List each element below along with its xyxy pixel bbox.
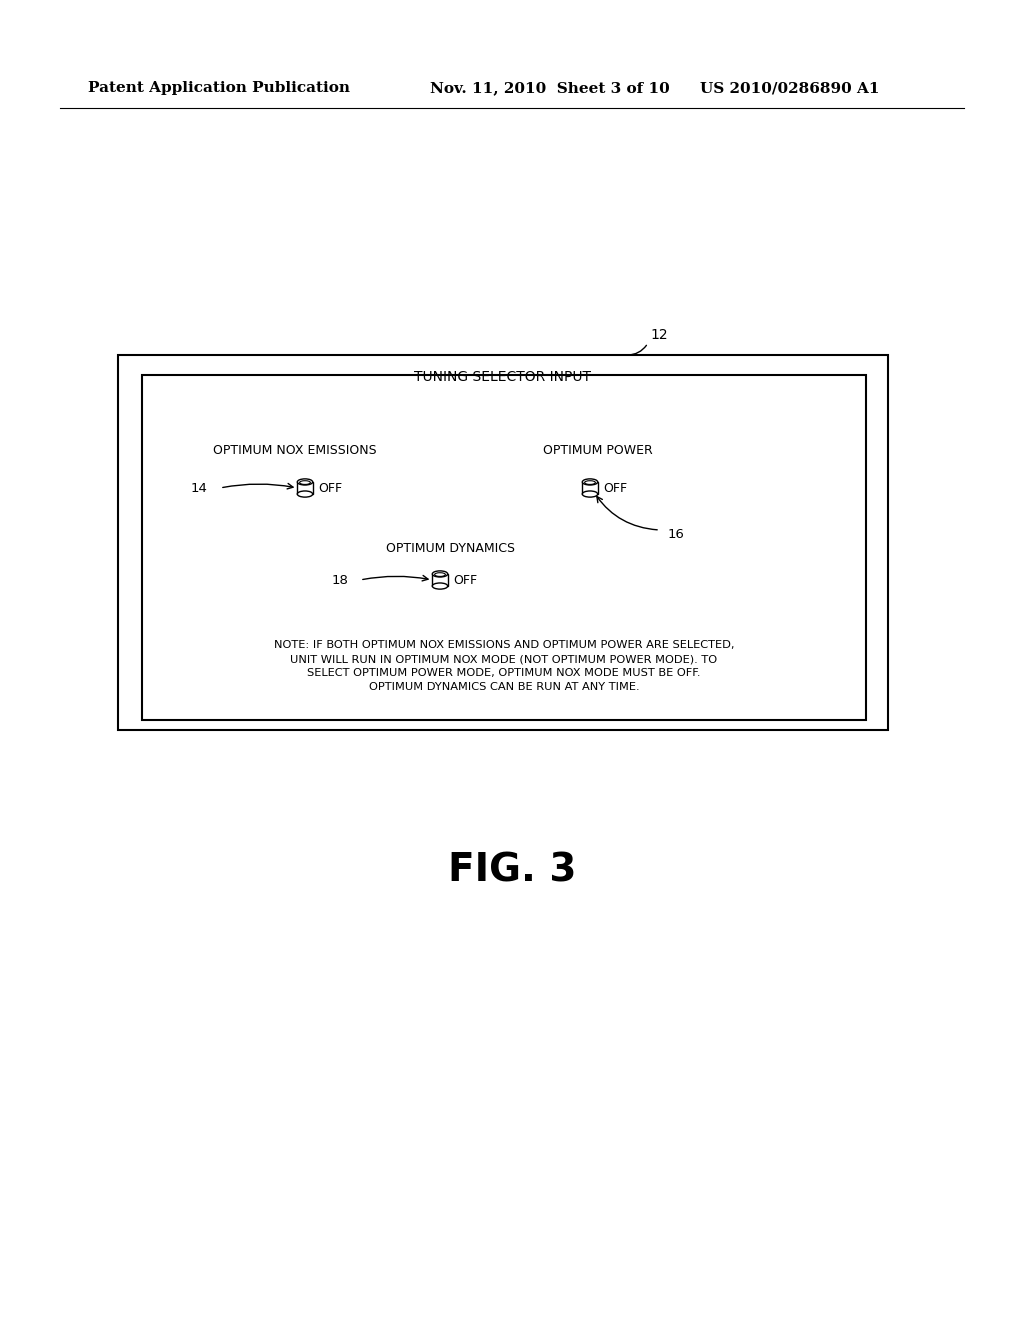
Text: FIG. 3: FIG. 3 bbox=[447, 851, 577, 888]
Text: US 2010/0286890 A1: US 2010/0286890 A1 bbox=[700, 81, 880, 95]
Text: 18: 18 bbox=[331, 573, 348, 586]
Text: OFF: OFF bbox=[318, 482, 342, 495]
Bar bbox=[432, 574, 447, 586]
Text: 16: 16 bbox=[668, 528, 685, 541]
Text: OPTIMUM DYNAMICS: OPTIMUM DYNAMICS bbox=[385, 541, 514, 554]
Text: TUNING SELECTOR INPUT: TUNING SELECTOR INPUT bbox=[415, 370, 592, 384]
Ellipse shape bbox=[297, 479, 312, 484]
Ellipse shape bbox=[297, 491, 312, 498]
Ellipse shape bbox=[583, 479, 598, 484]
Text: 14: 14 bbox=[190, 482, 207, 495]
Ellipse shape bbox=[583, 491, 598, 498]
Text: OPTIMUM NOX EMISSIONS: OPTIMUM NOX EMISSIONS bbox=[213, 444, 377, 457]
Bar bbox=[142, 375, 866, 719]
Ellipse shape bbox=[432, 583, 447, 589]
Bar bbox=[583, 482, 598, 494]
Text: Patent Application Publication: Patent Application Publication bbox=[88, 81, 350, 95]
Bar bbox=[297, 482, 312, 494]
Text: OFF: OFF bbox=[603, 482, 628, 495]
Text: NOTE: IF BOTH OPTIMUM NOX EMISSIONS AND OPTIMUM POWER ARE SELECTED,
UNIT WILL RU: NOTE: IF BOTH OPTIMUM NOX EMISSIONS AND … bbox=[273, 640, 734, 692]
Text: OFF: OFF bbox=[454, 573, 477, 586]
Text: 12: 12 bbox=[650, 327, 668, 342]
Bar bbox=[118, 355, 888, 730]
Ellipse shape bbox=[432, 570, 447, 577]
Text: Nov. 11, 2010  Sheet 3 of 10: Nov. 11, 2010 Sheet 3 of 10 bbox=[430, 81, 670, 95]
Text: OPTIMUM POWER: OPTIMUM POWER bbox=[543, 444, 653, 457]
